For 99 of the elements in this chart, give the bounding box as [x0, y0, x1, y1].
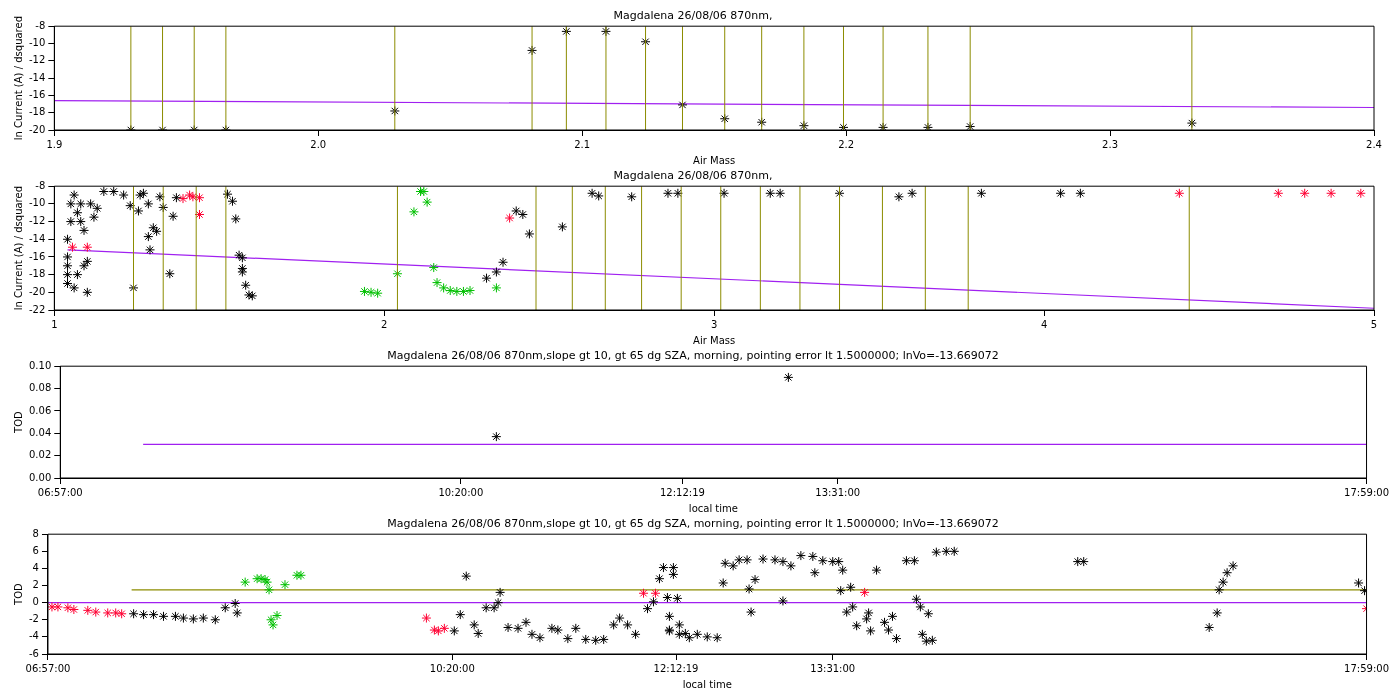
y-tick-label: -10 — [28, 197, 46, 209]
y-tick-label: 6 — [32, 544, 39, 556]
x-tick-label: 2.4 — [1366, 138, 1382, 150]
y-axis-title: TOD — [12, 582, 24, 606]
point — [1174, 188, 1185, 199]
x-tick-label: 06:57:00 — [37, 486, 83, 498]
point — [408, 206, 419, 217]
point — [504, 213, 515, 224]
x-tick-label: 3 — [710, 318, 718, 330]
y-tick-label: -18 — [28, 268, 46, 280]
chart-title: Magdalena 26/08/06 870nm, — [613, 9, 773, 23]
x-tick-label: 2.1 — [574, 138, 591, 150]
y-tick-label: -8 — [35, 19, 46, 31]
point — [491, 282, 502, 293]
y-tick-label: 4 — [32, 562, 39, 574]
point — [1273, 188, 1284, 199]
chart-title: Magdalena 26/08/06 870nm, — [613, 169, 773, 183]
point — [445, 285, 456, 296]
x-tick-label: 17:59:00 — [1344, 662, 1389, 674]
point — [561, 26, 572, 37]
x-tick-label: 13:31:00 — [810, 662, 856, 674]
y-tick-label: -20 — [28, 285, 46, 297]
point — [392, 268, 403, 279]
x-tick-label: 2 — [381, 318, 388, 330]
y-tick-label: 0.04 — [29, 426, 52, 438]
point — [756, 117, 767, 128]
point — [719, 113, 730, 124]
x-tick-label: 06:57:00 — [25, 662, 71, 674]
point — [965, 121, 976, 130]
y-tick-label: -12 — [28, 54, 46, 66]
point — [878, 122, 889, 130]
point — [82, 242, 93, 253]
y-tick-label: -16 — [28, 250, 46, 262]
point — [451, 286, 462, 297]
x-tick-label: 10:20:00 — [429, 662, 475, 674]
point — [600, 26, 611, 37]
x-axis-title: Air Mass — [693, 154, 736, 166]
x-tick-label: 12:12:19 — [660, 486, 705, 498]
y-tick-label: -12 — [28, 215, 46, 227]
point — [366, 287, 377, 298]
y-tick-label: -18 — [28, 106, 46, 118]
point — [465, 285, 476, 296]
y-axis-title: ln Current (A) / dsquared — [12, 186, 24, 311]
point — [1326, 188, 1337, 199]
chart-title: Magdalena 26/08/06 870nm,slope gt 10, gt 65 dg SZA, morning, pointing error lt 1.5000000; lnVo=-13.669072 — [387, 517, 999, 531]
point — [838, 122, 849, 130]
point — [1186, 118, 1197, 129]
x-axis-title: local time — [688, 502, 738, 514]
y-tick-label: 8 — [32, 527, 39, 539]
x-tick-label: 5 — [1370, 318, 1378, 330]
point — [922, 122, 933, 130]
point — [527, 45, 538, 56]
y-tick-label: 2 — [32, 579, 39, 591]
point — [359, 286, 370, 297]
y-tick-label: -4 — [28, 630, 39, 642]
y-tick-label: 0.08 — [29, 382, 52, 394]
y-tick-label: 0.00 — [29, 471, 52, 483]
y-tick-label: -22 — [28, 303, 46, 315]
y-tick-label: -14 — [28, 232, 46, 244]
point — [428, 262, 439, 273]
point — [640, 36, 651, 47]
y-tick-label: -16 — [28, 88, 46, 100]
y-tick-label: -6 — [28, 647, 39, 659]
point — [67, 242, 78, 253]
x-tick-label: 2.3 — [1102, 138, 1119, 150]
x-tick-label: 17:59:00 — [1344, 486, 1389, 498]
point — [798, 120, 809, 130]
x-tick-label: 2.2 — [838, 138, 855, 150]
point — [422, 197, 433, 208]
point — [432, 277, 443, 288]
y-tick-label: 0.02 — [29, 449, 52, 461]
y-tick-label: -8 — [35, 179, 46, 191]
x-axis-title: Air Mass — [693, 334, 736, 346]
y-axis-title: TOD — [12, 410, 24, 434]
x-tick-label: 4 — [1040, 318, 1048, 330]
y-axis-title: ln Current (A) / dsquared — [12, 16, 24, 141]
x-tick-label: 2.0 — [310, 138, 327, 150]
y-tick-label: 0.10 — [29, 359, 52, 371]
point — [438, 282, 449, 293]
x-tick-label: 10:20:00 — [438, 486, 484, 498]
point — [372, 288, 383, 299]
chart-title: Magdalena 26/08/06 870nm,slope gt 10, gt 65 dg SZA, morning, pointing error lt 1.5000000; lnVo=-13.669072 — [387, 349, 999, 363]
point — [458, 286, 469, 297]
y-tick-label: -14 — [28, 71, 46, 83]
point — [1299, 188, 1310, 199]
x-tick-label: 1 — [51, 318, 58, 330]
point — [178, 193, 188, 204]
y-tick-label: -10 — [28, 37, 46, 49]
y-tick-label: -20 — [28, 123, 46, 135]
point — [194, 192, 205, 203]
x-axis-title: local time — [682, 678, 732, 690]
x-tick-label: 13:31:00 — [815, 486, 861, 498]
point — [1355, 188, 1366, 199]
y-tick-label: 0 — [32, 596, 39, 608]
y-tick-label: -2 — [28, 613, 39, 625]
x-tick-label: 12:12:19 — [653, 662, 699, 674]
x-tick-label: 1.9 — [46, 138, 63, 150]
point — [389, 105, 400, 116]
y-tick-label: 0.06 — [29, 404, 52, 416]
